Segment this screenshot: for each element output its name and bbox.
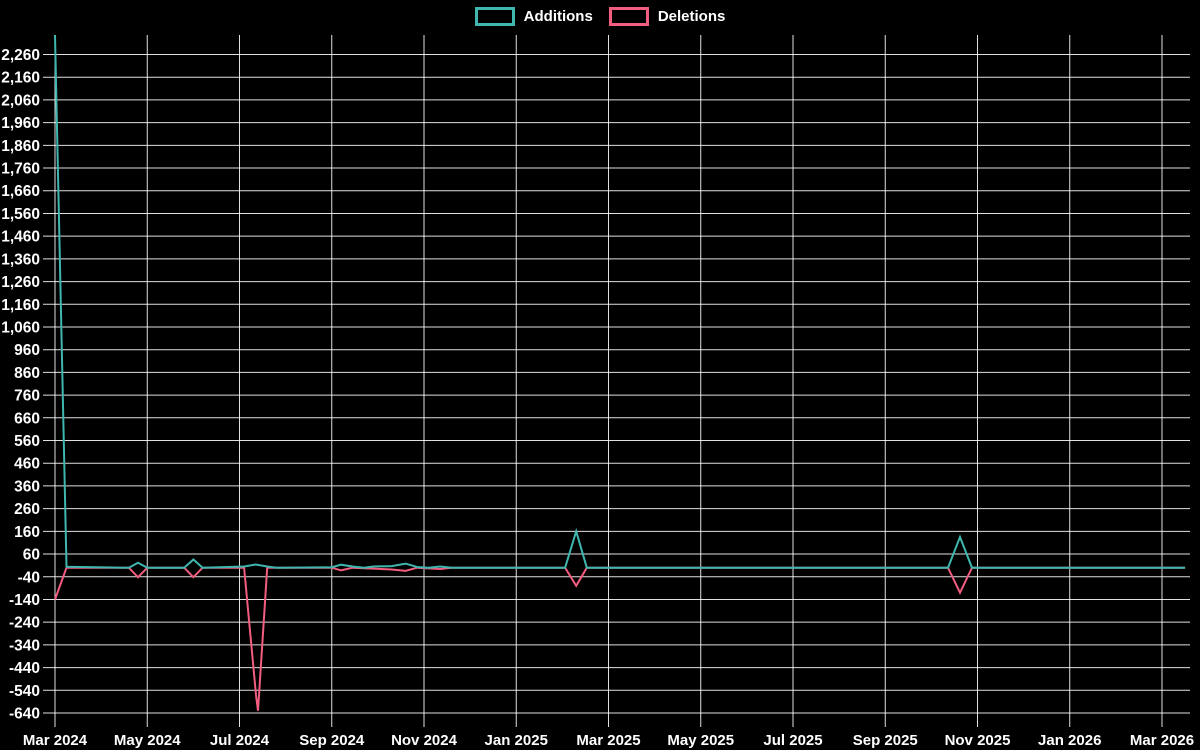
y-tick-label: -240 (9, 615, 40, 632)
y-tick-label: 860 (14, 365, 40, 382)
x-tick-label: Nov 2024 (391, 732, 458, 749)
x-tick-label: Jan 2026 (1038, 732, 1101, 749)
y-tick-label: -640 (9, 706, 40, 723)
x-tick-label: May 2024 (114, 732, 181, 749)
additions-swatch-icon (474, 7, 515, 26)
y-tick-label: -40 (18, 569, 40, 586)
y-tick-label: 1,860 (1, 138, 40, 155)
legend-label-additions: Additions (523, 7, 593, 25)
y-tick-label: 2,260 (1, 47, 40, 64)
legend-item-additions[interactable]: Additions (474, 7, 593, 26)
y-tick-label: 260 (14, 501, 40, 518)
y-tick-label: 1,060 (1, 319, 40, 336)
y-tick-label: 1,360 (1, 251, 40, 268)
y-tick-label: 660 (14, 410, 40, 427)
y-tick-label: 1,660 (1, 183, 40, 200)
x-tick-label: Sep 2024 (299, 732, 365, 749)
y-tick-label: -340 (9, 637, 40, 654)
y-tick-label: 1,560 (1, 206, 40, 223)
y-tick-label: 760 (14, 388, 40, 405)
x-tick-label: May 2025 (667, 732, 734, 749)
legend-item-deletions[interactable]: Deletions (608, 7, 726, 26)
y-tick-label: 1,960 (1, 115, 40, 132)
y-tick-label: 360 (14, 478, 40, 495)
gridlines (43, 35, 1190, 727)
y-tick-label: 460 (14, 456, 40, 473)
x-tick-label: Sep 2025 (853, 732, 918, 749)
y-tick-label: 1,260 (1, 274, 40, 291)
x-tick-label: Nov 2025 (945, 732, 1011, 749)
x-tick-label: Mar 2025 (576, 732, 640, 749)
y-tick-label: 60 (23, 547, 40, 564)
x-tick-label: Mar 2026 (1130, 732, 1194, 749)
y-tick-label: 2,160 (1, 70, 40, 87)
legend-label-deletions: Deletions (657, 7, 726, 25)
y-tick-label: 960 (14, 342, 40, 359)
y-tick-label: 1,160 (1, 297, 40, 314)
chart-legend: Additions Deletions (0, 7, 1200, 26)
x-tick-label: Jan 2025 (485, 732, 548, 749)
x-tick-label: Jul 2025 (763, 732, 822, 749)
y-tick-label: -440 (9, 660, 40, 677)
x-tick-label: Mar 2024 (23, 732, 88, 749)
series-lines (54, 34, 1186, 711)
deletions-swatch-icon (608, 7, 649, 26)
y-tick-label: 1,760 (1, 161, 40, 178)
deletions-line (54, 566, 1186, 711)
y-tick-label: -540 (9, 683, 40, 700)
y-tick-label: 560 (14, 433, 40, 450)
y-tick-label: 1,460 (1, 229, 40, 246)
y-tick-label: 160 (14, 524, 40, 541)
axis-labels: 2,260 2,160 2,060 1,960 1,860 1,760 1,660 1,560… (1, 47, 1194, 749)
additions-line (54, 34, 1186, 569)
y-tick-label: 2,060 (1, 92, 40, 109)
x-tick-label: Jul 2024 (210, 732, 270, 749)
y-tick-label: -140 (9, 592, 40, 609)
